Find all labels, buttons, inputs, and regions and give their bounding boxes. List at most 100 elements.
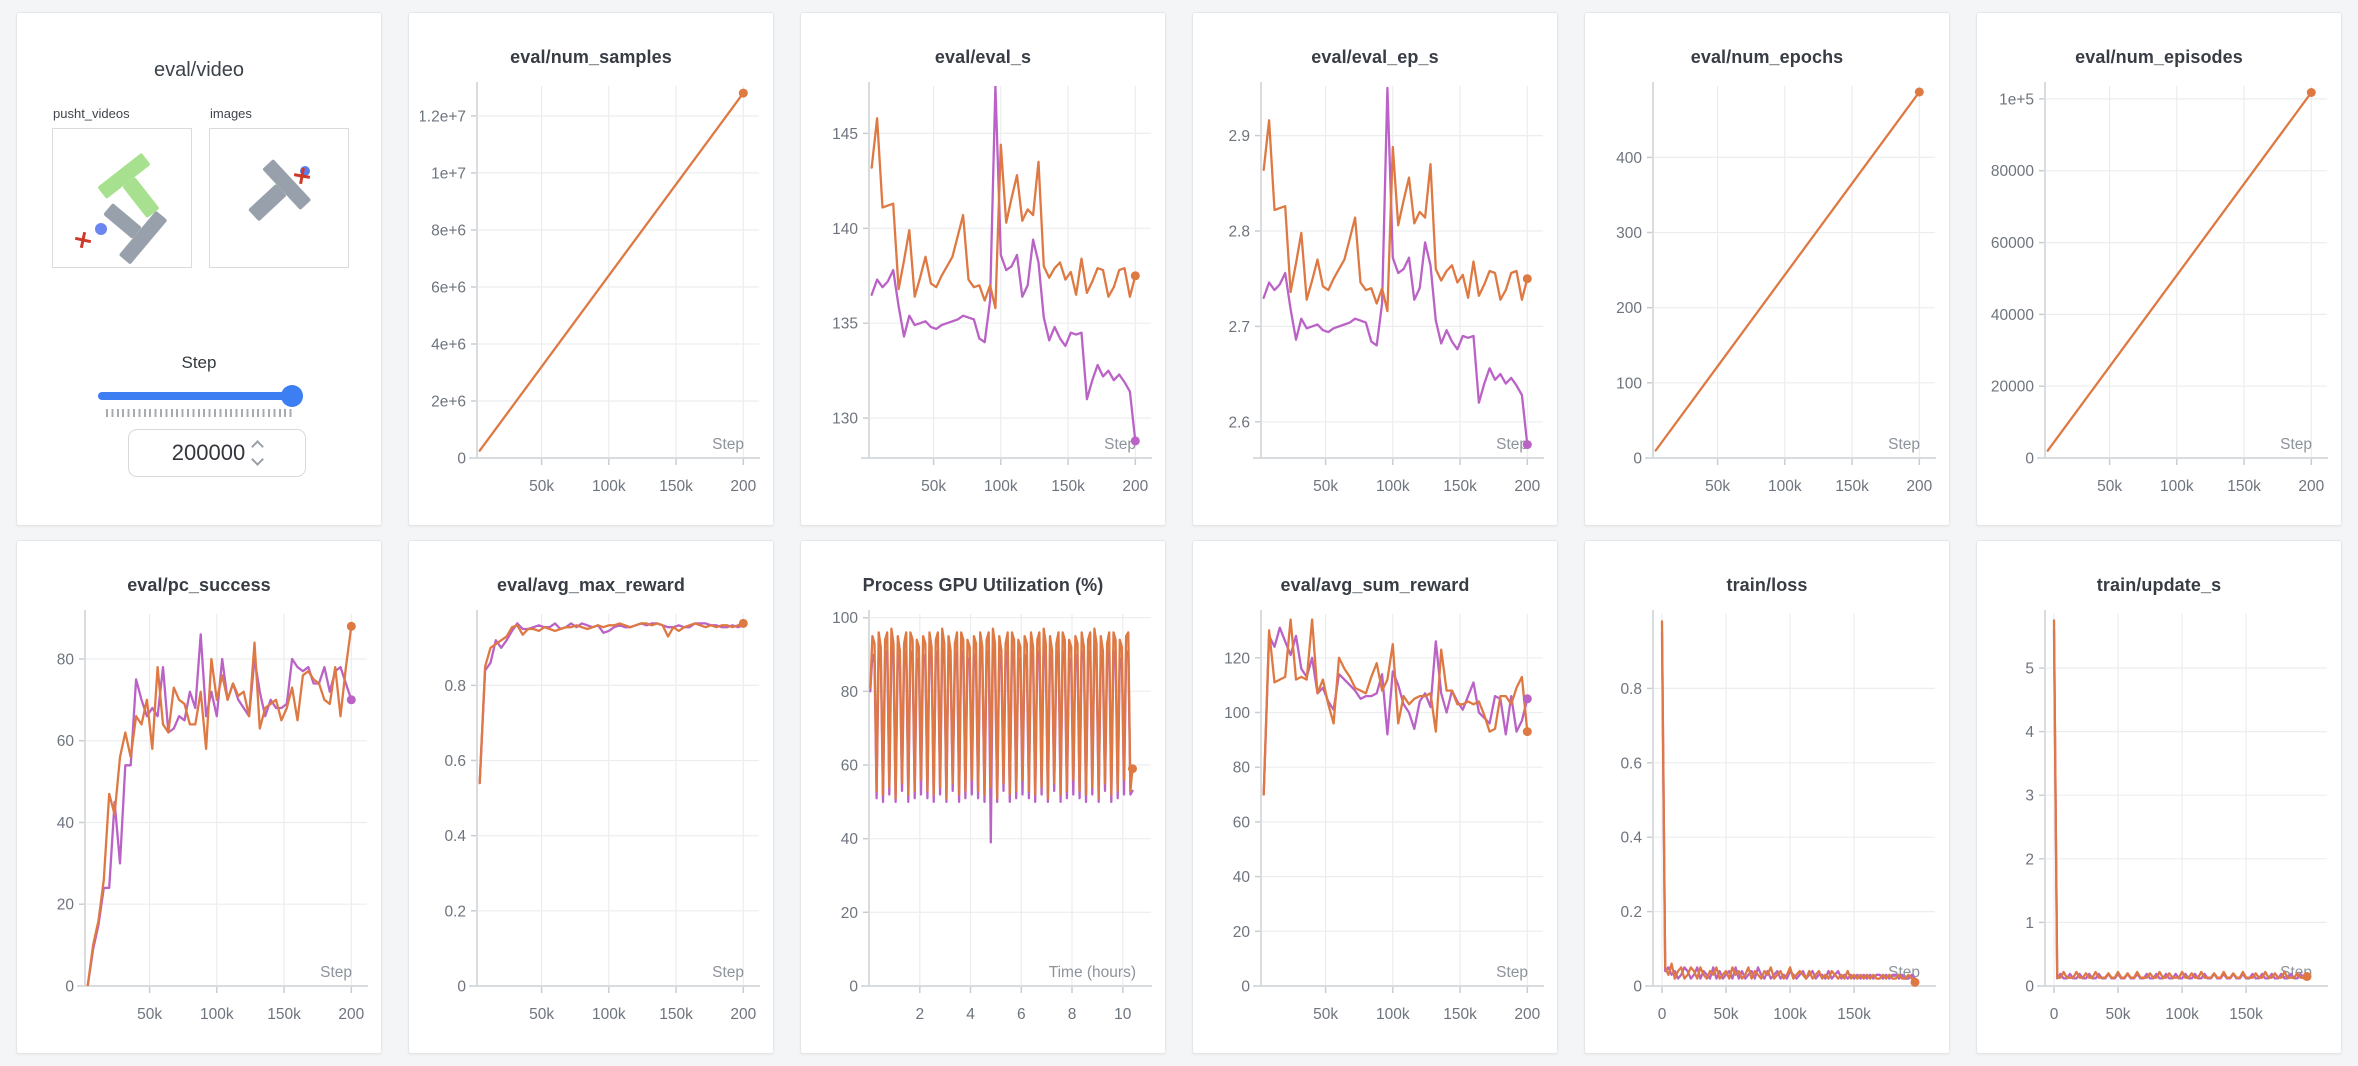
images-scene-icon	[248, 159, 311, 221]
svg-text:150k: 150k	[2229, 1006, 2263, 1023]
step-slider-label: Step	[181, 353, 217, 372]
media-row: pusht_videos	[52, 106, 381, 268]
svg-text:3: 3	[2025, 788, 2034, 805]
panel-eval-pc-success: eval/pc_success 50k 100k 150k 200 0 20 40 60 80 S…	[16, 540, 382, 1054]
svg-text:0: 0	[2050, 1006, 2059, 1023]
svg-text:4: 4	[966, 1006, 975, 1023]
panel-title: train/update_s	[2096, 575, 2222, 595]
svg-text:0.8: 0.8	[444, 678, 466, 695]
svg-text:40: 40	[1233, 869, 1251, 886]
svg-text:Step: Step	[1496, 436, 1528, 453]
svg-text:100k: 100k	[1376, 478, 1410, 495]
panel-title: eval/num_epochs	[1690, 47, 1844, 67]
panel-eval-num-samples: eval/num_samples 50k 100k 150k 200 0 2e+6 4e+6…	[408, 12, 774, 526]
svg-text:100: 100	[832, 610, 858, 627]
media-pusht-videos: pusht_videos	[52, 106, 192, 268]
svg-text:0: 0	[65, 979, 74, 996]
svg-text:145: 145	[832, 126, 858, 143]
svg-text:100k: 100k	[1376, 1006, 1410, 1023]
svg-text:60000: 60000	[1991, 235, 2034, 252]
panel-eval-avg-max-reward: eval/avg_max_reward 50k 100k 150k 200 0 0.2 0.…	[408, 540, 774, 1054]
svg-text:Step: Step	[1104, 436, 1136, 453]
svg-text:1.2e+7: 1.2e+7	[420, 108, 466, 125]
svg-text:8e+6: 8e+6	[431, 223, 466, 240]
step-value[interactable]: 200000	[171, 440, 246, 465]
svg-text:Step: Step	[1496, 964, 1528, 981]
svg-text:0.2: 0.2	[444, 903, 466, 920]
step-value-input[interactable]: 200000	[128, 429, 306, 477]
panel-title: train/loss	[1726, 575, 1808, 595]
chevron-down-icon[interactable]	[251, 453, 265, 466]
panel-process-gpu-utilization: Process GPU Utilization (%) 2 4 6 8 10 0 20 40 6…	[800, 540, 1166, 1054]
svg-text:50k: 50k	[529, 478, 554, 495]
line-chart-eval-eval-ep-s[interactable]: 50k 100k 150k 200 2.6 2.7 2.8 2.9 Step	[1204, 72, 1546, 508]
slider-track[interactable]	[98, 392, 300, 400]
svg-text:200: 200	[1514, 478, 1540, 495]
step-control: Step 200000	[17, 353, 381, 477]
svg-text:300: 300	[1616, 225, 1642, 242]
svg-text:100k: 100k	[200, 1006, 234, 1023]
pusht-scene-icon	[74, 153, 167, 264]
svg-text:2.6: 2.6	[1228, 414, 1250, 431]
svg-text:Time (hours): Time (hours)	[1049, 964, 1136, 981]
svg-text:100k: 100k	[1768, 478, 1802, 495]
panel-title: eval/video	[153, 59, 245, 81]
svg-text:50k: 50k	[921, 478, 946, 495]
svg-text:0: 0	[1241, 979, 1250, 996]
step-slider-thumb[interactable]	[281, 385, 303, 407]
svg-text:0: 0	[2025, 979, 2034, 996]
svg-text:6: 6	[1017, 1006, 1026, 1023]
svg-text:100k: 100k	[2165, 1006, 2199, 1023]
svg-text:150k: 150k	[1835, 478, 1869, 495]
svg-text:0: 0	[2025, 451, 2034, 468]
svg-text:20: 20	[841, 905, 859, 922]
svg-text:130: 130	[832, 411, 858, 428]
svg-text:200: 200	[1122, 478, 1148, 495]
panel-title: eval/pc_success	[127, 575, 271, 595]
panel-title: eval/num_samples	[510, 47, 672, 67]
svg-text:0.4: 0.4	[444, 828, 466, 845]
svg-text:40000: 40000	[1991, 307, 2034, 324]
panel-eval-video: eval/video pusht_videos	[16, 12, 382, 526]
line-chart-eval-avg-sum-reward[interactable]: 50k 100k 150k 200 0 20 40 60 80 100 120 Step	[1204, 600, 1546, 1036]
svg-text:0: 0	[457, 451, 466, 468]
svg-text:0: 0	[1658, 1006, 1667, 1023]
svg-text:50k: 50k	[2106, 1006, 2131, 1023]
svg-text:100k: 100k	[1773, 1006, 1807, 1023]
svg-text:200: 200	[1906, 478, 1932, 495]
svg-text:0: 0	[849, 979, 858, 996]
svg-text:2e+6: 2e+6	[431, 394, 466, 411]
line-chart-eval-num-samples[interactable]: 50k 100k 150k 200 0 2e+6 4e+6 6e+6 8e+6 1e+7 1.2e+…	[420, 72, 762, 508]
svg-text:50k: 50k	[1313, 478, 1338, 495]
line-chart-eval-num-episodes[interactable]: 50k 100k 150k 200 0 20000 40000 60000 80000 1e+5 S…	[1988, 72, 2330, 508]
svg-text:200: 200	[2298, 478, 2324, 495]
svg-text:8: 8	[1068, 1006, 1077, 1023]
images-thumbnail[interactable]	[209, 128, 349, 268]
svg-text:20000: 20000	[1991, 379, 2034, 396]
svg-text:10: 10	[1114, 1006, 1132, 1023]
panel-title: eval/eval_ep_s	[1311, 47, 1439, 67]
line-chart-eval-num-epochs[interactable]: 50k 100k 150k 200 0 100 200 300 400 Step	[1596, 72, 1938, 508]
svg-text:150k: 150k	[2227, 478, 2261, 495]
chevron-up-icon[interactable]	[251, 440, 265, 453]
panel-train-update-s: train/update_s 0 50k 100k 150k 0 1 2 3 4 5 Step	[1976, 540, 2342, 1054]
svg-text:150k: 150k	[659, 1006, 693, 1023]
stepper-arrows[interactable]	[251, 440, 265, 466]
svg-text:150k: 150k	[1443, 1006, 1477, 1023]
pusht-video-thumbnail[interactable]	[52, 128, 192, 268]
svg-text:0.4: 0.4	[1620, 830, 1642, 847]
svg-text:6e+6: 6e+6	[431, 280, 466, 297]
svg-text:50k: 50k	[1313, 1006, 1338, 1023]
svg-text:200: 200	[1514, 1006, 1540, 1023]
svg-text:50k: 50k	[2097, 478, 2122, 495]
line-chart-eval-eval-s[interactable]: 50k 100k 150k 200 130 135 140 145 Step	[812, 72, 1154, 508]
line-chart-eval-pc-success[interactable]: 50k 100k 150k 200 0 20 40 60 80 Step	[28, 600, 370, 1036]
panel-eval-eval-ep-s: eval/eval_ep_s 50k 100k 150k 200 2.6 2.7 2.8 2.…	[1192, 12, 1558, 526]
step-slider[interactable]	[98, 385, 303, 407]
line-chart-eval-avg-max-reward[interactable]: 50k 100k 150k 200 0 0.2 0.4 0.6 0.8 Step	[420, 600, 762, 1036]
svg-text:150k: 150k	[1051, 478, 1085, 495]
